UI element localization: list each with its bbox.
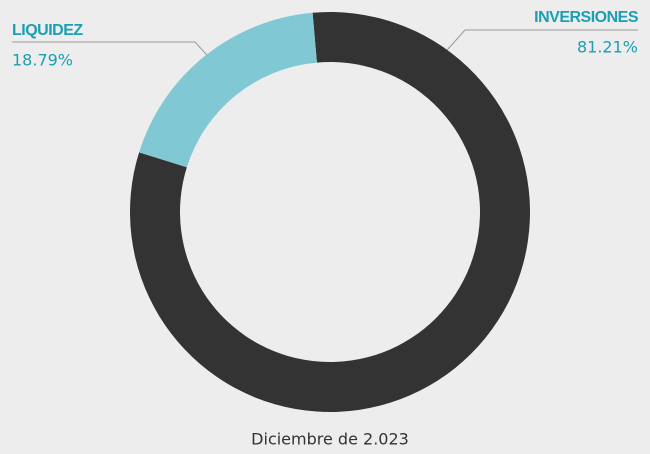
- value-label: 81.21%: [577, 38, 638, 57]
- category-label: LIQUIDEZ: [12, 22, 83, 39]
- value-label: 18.79%: [12, 51, 73, 70]
- slice: [139, 12, 317, 168]
- caption: Diciembre de 2.023: [251, 430, 409, 449]
- category-label: INVERSIONES: [534, 9, 639, 26]
- leader-line: [439, 29, 638, 59]
